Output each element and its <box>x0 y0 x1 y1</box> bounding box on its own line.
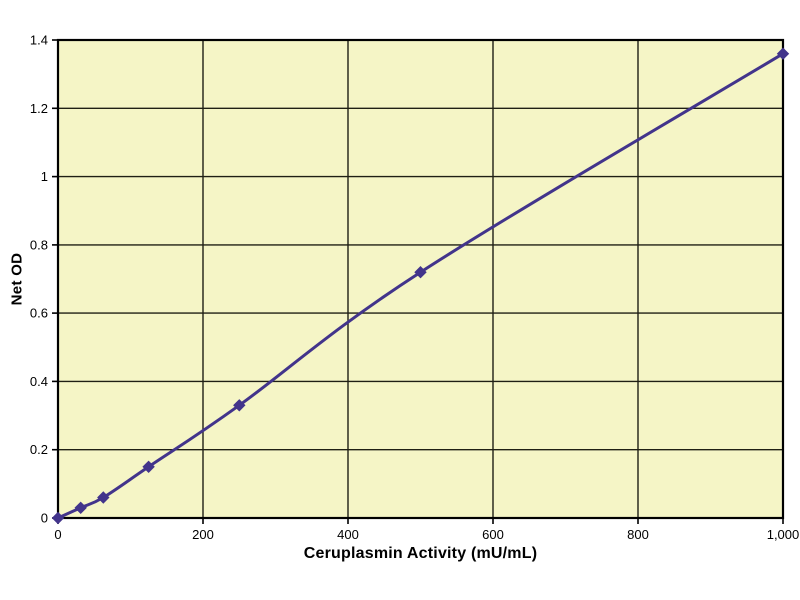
y-tick-label: 0.6 <box>30 306 48 321</box>
data-point-marker <box>776 47 790 60</box>
y-tick-label: 0.4 <box>30 374 48 389</box>
data-point-markers <box>51 47 790 525</box>
y-tick-label: 0.8 <box>30 237 48 252</box>
x-axis-title: Ceruplasmin Activity (mU/mL) <box>303 545 538 562</box>
y-tick-label: 1.2 <box>30 101 48 116</box>
data-point-marker <box>233 399 246 412</box>
x-tick-label: 800 <box>627 527 649 542</box>
data-point-marker <box>414 265 427 279</box>
x-tick-label: 0 <box>54 527 61 542</box>
x-tick-label: 200 <box>192 527 214 542</box>
x-tick-label: 600 <box>482 527 504 542</box>
y-tick-label: 0 <box>41 511 48 526</box>
data-point-marker <box>142 460 155 474</box>
y-tick-label: 0.2 <box>30 442 48 457</box>
plot-border <box>56 38 785 520</box>
data-point-marker <box>51 511 65 525</box>
data-point-marker <box>97 491 110 504</box>
x-tick-label: 1,000 <box>767 527 800 542</box>
plot-area <box>58 40 783 518</box>
data-point-marker <box>74 501 87 515</box>
x-tick-label: 400 <box>337 527 359 542</box>
y-axis-title: Net OD <box>8 252 26 306</box>
tick-labels: 0 200 400 600 800 1,000 0 0.2 0.4 0.6 0.8 1 1.2 1.4 <box>30 33 799 543</box>
y-tick-label: 1.4 <box>30 33 48 48</box>
y-tick-label: 1 <box>41 169 48 184</box>
